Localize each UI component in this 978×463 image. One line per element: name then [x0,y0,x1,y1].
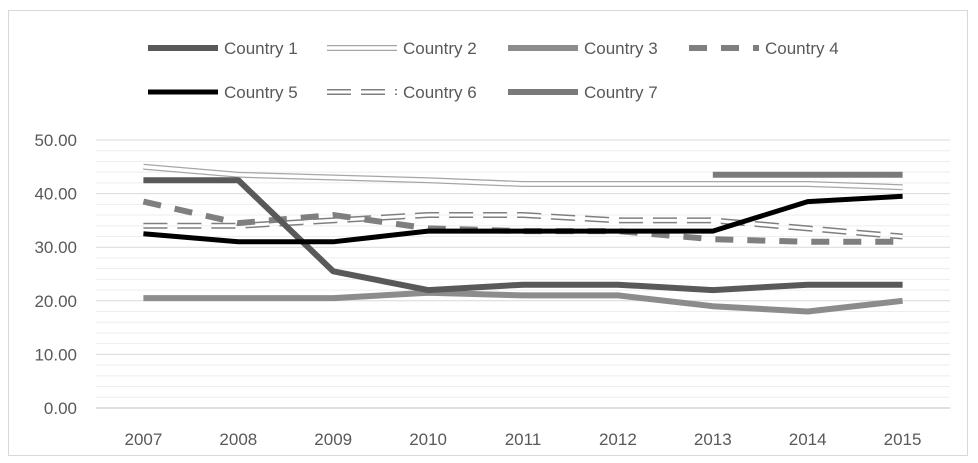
y-tick-label: 50.00 [34,131,77,150]
legend-item-country-2: Country 2 [327,39,477,58]
series-layer [142,163,903,315]
legend-label: Country 2 [403,39,477,58]
series-line [143,289,903,315]
legend-label: Country 6 [403,83,477,102]
y-tick-label: 40.00 [34,185,77,204]
y-axis: 0.00 10.00 20.00 30.00 40.00 50.00 [34,131,77,418]
legend-item-country-1: Country 1 [148,39,298,58]
x-tick-label: 2011 [505,430,542,449]
legend-item-country-7: Country 7 [508,83,658,102]
legend-item-country-3: Country 3 [508,39,658,58]
legend-label: Country 1 [224,39,298,58]
legend-item-country-5: Country 5 [148,83,298,102]
series-country-2 [143,163,903,191]
legend-label: Country 4 [765,39,839,58]
x-tick-label: 2012 [599,430,637,449]
series-country-1 [143,177,903,294]
legend-label: Country 7 [584,83,658,102]
legend-label: Country 5 [224,83,298,102]
x-tick-label: 2010 [409,430,447,449]
series-line [143,193,903,245]
y-tick-label: 10.00 [34,345,77,364]
series-line [143,165,903,189]
x-tick-label: 2013 [694,430,732,449]
x-tick-label: 2015 [884,430,922,449]
y-tick-label: 30.00 [34,238,77,257]
series-line [143,213,903,238]
legend: Country 1 Country 2 Country 3 Country 4 Coun… [148,39,839,102]
x-tick-label: 2014 [789,430,827,449]
legend-item-country-4: Country 4 [689,39,839,58]
legend-item-country-6: Country 6 [327,83,477,102]
series-country-5 [143,193,903,245]
legend-label: Country 3 [584,39,658,58]
y-tick-label: 20.00 [34,292,77,311]
x-tick-label: 2009 [314,430,352,449]
x-tick-label: 2007 [125,430,163,449]
x-axis: 2007 2008 2009 2010 2011 2012 2013 2014 2015 [125,430,922,449]
y-tick-label: 0.00 [44,399,77,418]
series-country-4 [142,198,903,245]
x-tick-label: 2008 [219,430,257,449]
series-country-6 [143,212,903,240]
series-line [142,198,903,245]
series-country-3 [143,289,903,315]
series-line [143,177,903,294]
